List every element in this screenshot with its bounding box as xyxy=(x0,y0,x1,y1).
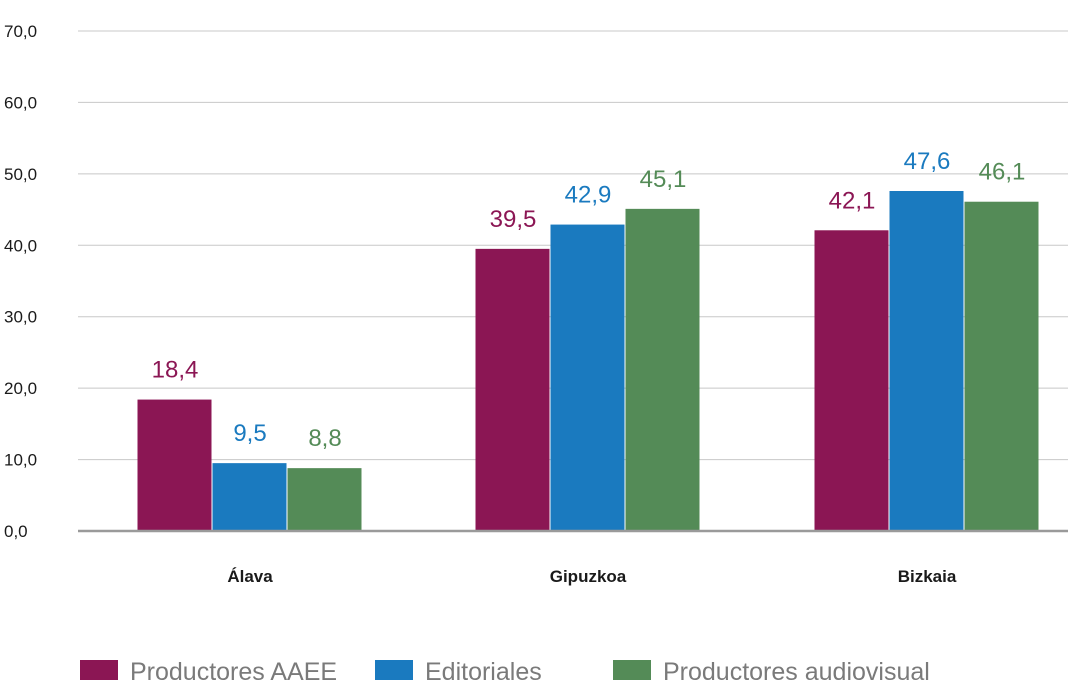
bar xyxy=(212,463,287,531)
legend: Productores AAEE Editoriales Productores a… xyxy=(80,658,930,686)
y-tick-label: 60,0 xyxy=(4,93,37,112)
data-label: 9,5 xyxy=(233,420,266,447)
y-tick-label: 20,0 xyxy=(4,379,37,398)
bar xyxy=(475,248,550,531)
y-tick-label: 70,0 xyxy=(4,22,37,41)
bar xyxy=(287,468,362,531)
data-labels: 18,4 39,5 42,1 9,5 42,9 47,6 8,8 45,1 46,1 xyxy=(152,148,1026,452)
bar xyxy=(964,201,1039,531)
legend-swatch xyxy=(613,660,651,680)
data-label: 42,1 xyxy=(829,187,876,214)
bar xyxy=(889,191,964,531)
legend-swatch xyxy=(80,660,118,680)
y-tick-label: 10,0 xyxy=(4,451,37,470)
category-label: Álava xyxy=(227,567,273,586)
bar xyxy=(550,224,625,532)
bars xyxy=(137,191,1039,532)
legend-swatch xyxy=(375,660,413,680)
y-tick-label: 30,0 xyxy=(4,308,37,327)
data-label: 46,1 xyxy=(979,159,1026,186)
data-label: 39,5 xyxy=(490,206,537,233)
bar xyxy=(814,230,889,532)
y-axis-ticks: 0,0 10,0 20,0 30,0 40,0 50,0 60,0 70,0 xyxy=(4,22,37,541)
bar xyxy=(137,399,212,531)
bar xyxy=(625,208,700,531)
data-label: 45,1 xyxy=(640,166,687,193)
y-tick-label: 0,0 xyxy=(4,522,28,541)
category-labels: Álava Gipuzkoa Bizkaia xyxy=(227,567,957,586)
data-label: 42,9 xyxy=(565,182,612,209)
legend-label: Editoriales xyxy=(425,658,542,686)
y-tick-label: 50,0 xyxy=(4,165,37,184)
data-label: 8,8 xyxy=(308,425,341,452)
data-label: 18,4 xyxy=(152,357,199,384)
y-tick-label: 40,0 xyxy=(4,236,37,255)
legend-label: Productores audiovisual xyxy=(663,658,930,686)
legend-label: Productores AAEE xyxy=(130,658,337,686)
data-label: 47,6 xyxy=(904,148,951,175)
category-label: Bizkaia xyxy=(898,567,957,586)
category-label: Gipuzkoa xyxy=(550,567,627,586)
